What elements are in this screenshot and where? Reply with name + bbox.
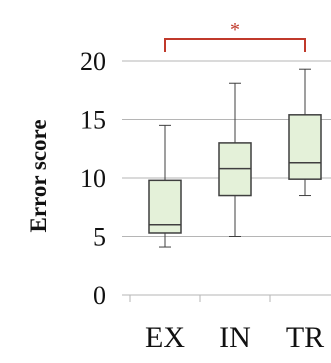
y-tick-label-5: 5 (93, 223, 106, 252)
boxes (148, 68, 322, 248)
significance-bracket-1 (164, 38, 306, 52)
significance-label-1: * (230, 19, 240, 41)
x-tick-label-tr: TR (286, 321, 324, 354)
x-tick-labels: EX IN TR (145, 321, 324, 354)
x-tick-label-in: IN (219, 321, 251, 354)
y-axis-title: Error score (26, 119, 51, 232)
y-tick-label-10: 10 (80, 164, 106, 193)
y-tick-label-0: 0 (93, 281, 106, 310)
y-tick-labels: 0 5 10 15 20 (80, 47, 106, 310)
iqr-box-tr (288, 114, 322, 180)
y-tick-label-20: 20 (80, 47, 106, 76)
box-in (218, 82, 252, 237)
x-tick-label-ex: EX (145, 321, 185, 354)
box-tr (288, 68, 322, 197)
significance-annotations: * (164, 19, 306, 52)
x-axis (122, 294, 331, 302)
box-ex (148, 124, 182, 248)
y-tick-label-15: 15 (80, 106, 106, 135)
